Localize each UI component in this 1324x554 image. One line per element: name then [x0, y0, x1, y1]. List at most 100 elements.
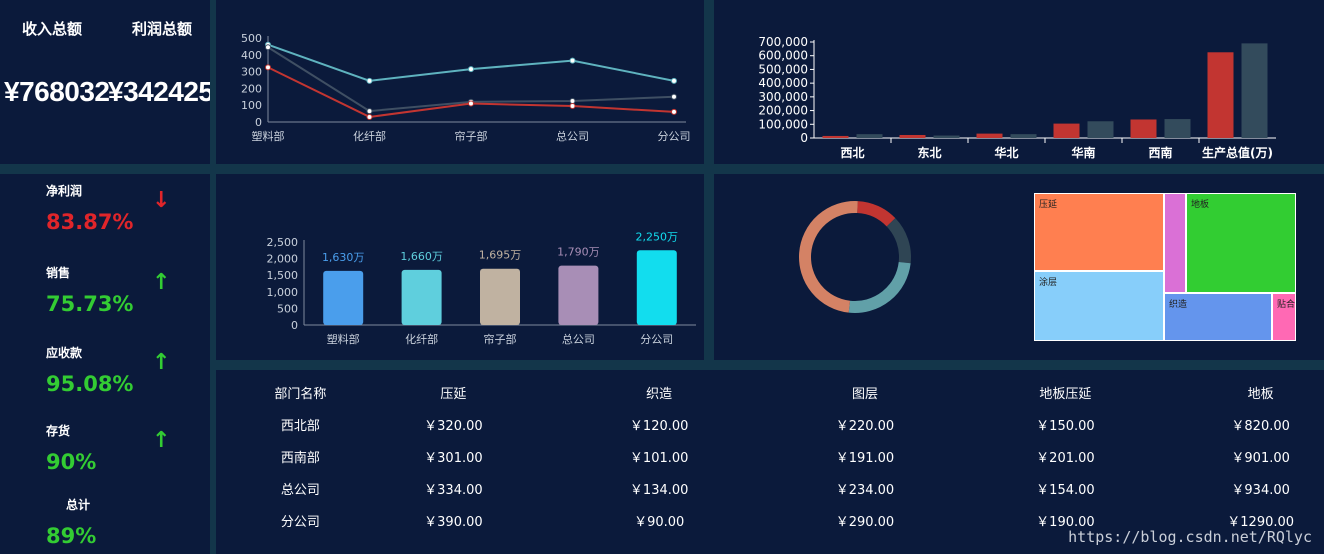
series-point — [671, 93, 677, 100]
y-tick-label: 500 — [241, 32, 262, 45]
x-tick-label: 华南 — [1071, 145, 1095, 160]
series-point — [366, 108, 373, 115]
treemap-node: 涂层 — [1034, 271, 1164, 341]
donut-treemap-panel: 压延 涂层 地板 织造 贴合 — [714, 174, 1324, 360]
table-row: 西北部 ￥320.00 ￥120.00 ￥220.00 ￥150.00 ￥820.00 — [216, 408, 1324, 440]
rate-value: 75.73% — [46, 292, 134, 316]
table-row: 西南部 ￥301.00 ￥101.00 ￥191.00 ￥201.00 ￥901.00 — [216, 440, 1324, 472]
value-cell: ￥901.00 — [1231, 450, 1290, 466]
y-tick-label: 300,000 — [758, 90, 808, 104]
rate-label: 存货 — [46, 424, 71, 438]
value-cell: ￥301.00 — [424, 450, 483, 466]
treemap-node — [1164, 193, 1186, 293]
rate-value: 83.87% — [46, 210, 134, 234]
x-tick-label: 帘子部 — [455, 129, 488, 143]
profit-value: ¥342425 — [108, 76, 210, 107]
header-floor-yanyan: 地板压延 — [1039, 386, 1092, 402]
series-point — [569, 57, 576, 64]
bar-value-label: 2,250万 — [636, 230, 679, 243]
value-cell: ￥1290.00 — [1227, 514, 1295, 530]
treemap-node: 织造 — [1164, 293, 1272, 341]
bar-value-label: 1,695万 — [479, 249, 522, 262]
dept-bar — [558, 265, 599, 325]
series-point — [569, 98, 576, 104]
dept-bar — [401, 269, 442, 325]
y-tick-label: 100 — [241, 99, 262, 112]
department-line-chart: 0 100 200 300 400 500 塑料部 化纤部 帘子部 总公司 分公司 — [241, 32, 691, 143]
donut-slice — [856, 201, 896, 227]
value-cell: ￥820.00 — [1231, 418, 1290, 434]
region-bar — [1164, 119, 1191, 138]
series-point — [468, 100, 474, 107]
value-cell: ￥390.00 — [424, 514, 483, 530]
x-tick-label: 生产总值(万) — [1202, 145, 1273, 160]
x-tick-label: 帘子部 — [484, 332, 517, 346]
series-point — [468, 66, 474, 73]
bar-value-label: 1,790万 — [557, 246, 600, 259]
kpi-panel: 收入总额 利润总额 ¥768032 ¥342425 — [0, 0, 210, 164]
arrow-up-icon: ↑ — [152, 350, 171, 375]
arrow-up-icon: ↑ — [152, 270, 171, 295]
value-cell: ￥290.00 — [835, 514, 895, 530]
region-bar — [1010, 134, 1037, 138]
value-cell: ￥134.00 — [629, 482, 689, 498]
dept-bar — [480, 268, 520, 325]
treemap-node-label: 织造 — [1169, 300, 1188, 310]
series-point — [366, 113, 373, 120]
income-label: 收入总额 — [22, 20, 83, 38]
region-bar — [933, 135, 960, 138]
x-tick-label: 西北 — [840, 145, 864, 160]
rate-value: 95.08% — [46, 372, 134, 396]
arrow-up-icon: ↑ — [152, 428, 171, 453]
value-cell: ￥150.00 — [1036, 418, 1095, 434]
table-header-row: 部门名称 压延 织造 图层 地板压延 地板 — [216, 376, 1324, 408]
y-tick-label: 2,500 — [267, 236, 299, 249]
y-tick-label: 700,000 — [758, 35, 808, 49]
dept-bar-panel: 0 500 1,000 1,500 2,000 2,500 1,630万 塑料部 1,660万化… — [216, 174, 704, 360]
x-tick-label: 分公司 — [640, 333, 673, 346]
series-line — [267, 66, 675, 118]
value-cell: ￥154.00 — [1036, 482, 1095, 498]
rate-label: 总计 — [66, 498, 91, 512]
series-point — [671, 108, 677, 115]
y-tick-label: 500 — [277, 302, 298, 315]
header-floor: 地板 — [1247, 386, 1274, 402]
series-line — [267, 43, 675, 82]
treemap-node-label: 地板 — [1191, 200, 1210, 210]
y-tick-label: 300 — [241, 66, 262, 79]
y-tick-label: 400 — [241, 49, 262, 62]
series-point — [569, 103, 576, 110]
y-tick-label: 1,500 — [267, 269, 299, 282]
x-tick-label: 华北 — [994, 145, 1018, 160]
series-point — [265, 64, 271, 71]
dept-name-cell: 西北部 — [280, 418, 320, 434]
value-cell: ￥320.00 — [424, 418, 483, 434]
x-tick-label: 总公司 — [556, 129, 589, 143]
profit-label: 利润总额 — [132, 20, 193, 38]
value-cell: ￥934.00 — [1231, 482, 1290, 498]
series-point — [265, 44, 271, 51]
y-tick-label: 500,000 — [758, 62, 808, 76]
rate-label: 销售 — [46, 266, 71, 280]
treemap-chart: 压延 涂层 地板 织造 贴合 — [1034, 193, 1296, 341]
value-cell: ￥201.00 — [1036, 450, 1095, 466]
region-bar — [1241, 43, 1268, 138]
region-bar — [1130, 119, 1157, 138]
rates-panel: 净利润 83.87% ↓ 销售 75.73% ↑ 应收款 95.08% ↑ 存货 90% ↑ 总计 89% — [0, 174, 210, 554]
table-row: 总公司 ￥334.00 ￥134.00 ￥234.00 ￥154.00 ￥934.00 — [216, 472, 1324, 504]
dept-name-cell: 西南部 — [280, 450, 320, 466]
x-tick-label: 东北 — [917, 145, 941, 160]
y-tick-label: 0 — [291, 319, 298, 332]
region-bar-panel: 0 100,000 200,000 300,000 400,000 500,000 600,… — [714, 0, 1324, 164]
rate-label: 应收款 — [46, 346, 83, 360]
region-bar — [1053, 123, 1080, 138]
donut-slice — [886, 218, 911, 264]
region-bar-chart: 0100,000200,000300,000400,000500,000600,… — [758, 35, 1276, 160]
dept-bar — [636, 250, 677, 325]
treemap-node: 贴合 — [1272, 293, 1296, 341]
header-zhizao: 织造 — [646, 386, 673, 402]
header-yanyan: 压延 — [440, 386, 467, 402]
x-tick-label: 总公司 — [562, 332, 595, 346]
y-tick-label: 600,000 — [758, 49, 808, 63]
